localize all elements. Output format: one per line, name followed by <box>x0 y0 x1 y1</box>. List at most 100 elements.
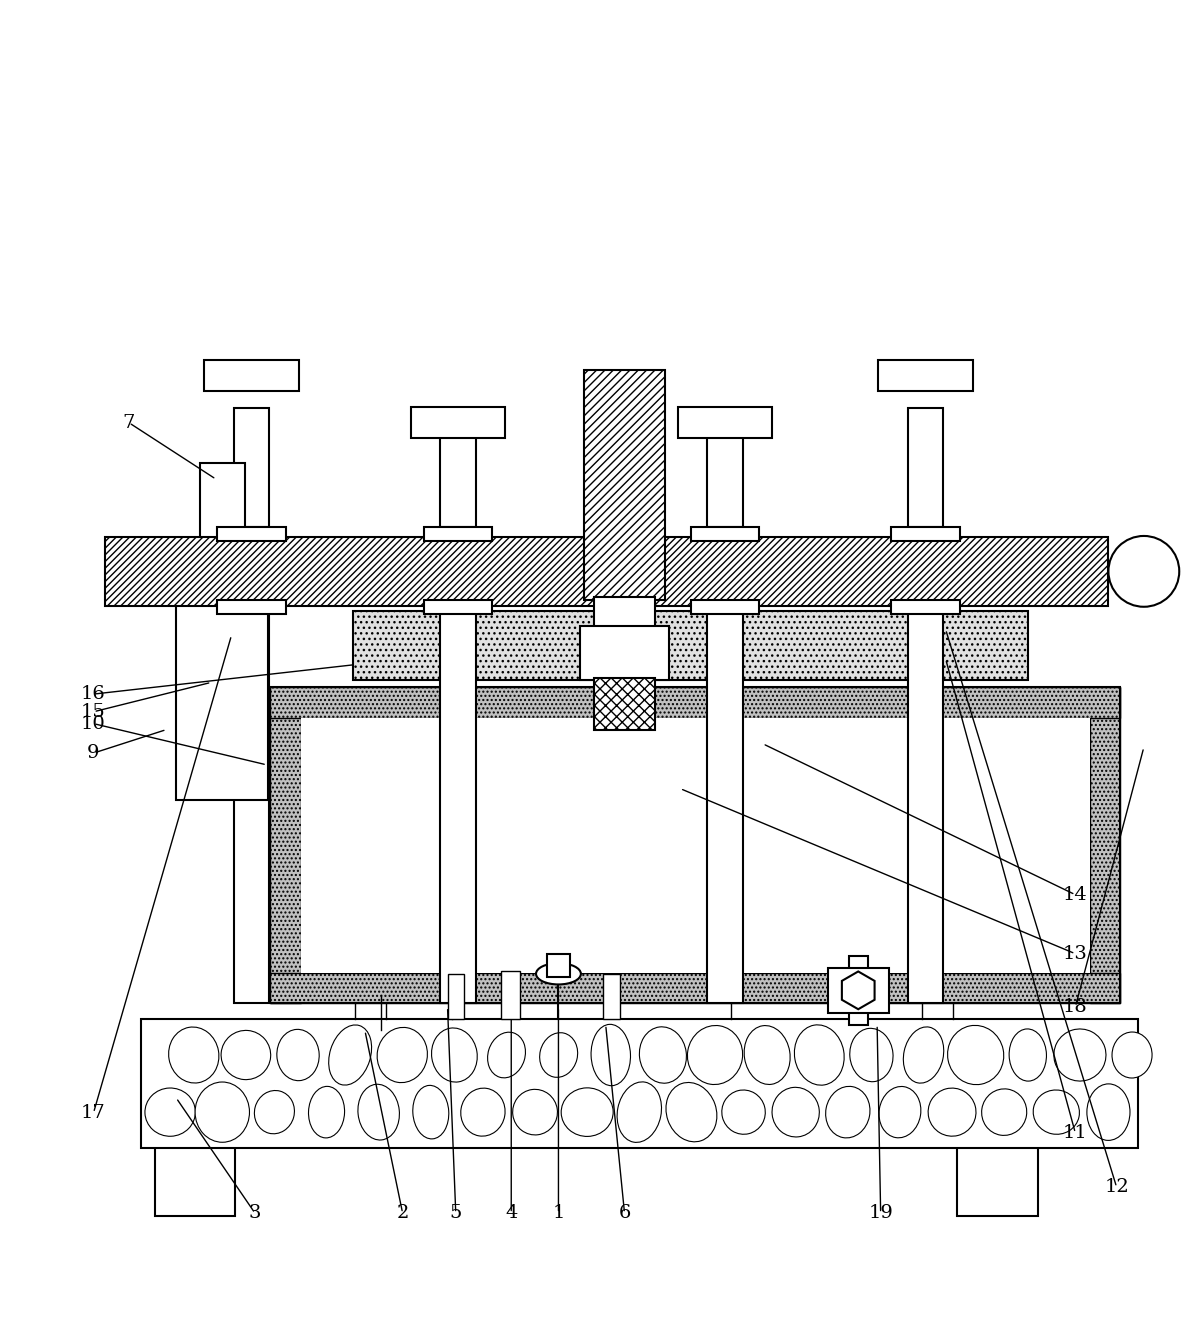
Ellipse shape <box>512 1089 557 1134</box>
Text: 9: 9 <box>88 744 99 762</box>
Ellipse shape <box>666 1082 717 1141</box>
Ellipse shape <box>948 1026 1003 1085</box>
Bar <box>907 605 943 1003</box>
Bar <box>155 1148 235 1216</box>
Text: 7: 7 <box>123 413 135 432</box>
Bar <box>594 597 655 628</box>
Ellipse shape <box>221 1030 271 1080</box>
Ellipse shape <box>254 1090 295 1133</box>
Ellipse shape <box>329 1025 371 1085</box>
Bar <box>584 370 665 599</box>
Bar <box>891 527 959 540</box>
Text: 8: 8 <box>123 555 135 574</box>
Text: 15: 15 <box>82 703 105 721</box>
Bar <box>848 956 867 1025</box>
Text: 4: 4 <box>505 1204 517 1223</box>
Ellipse shape <box>722 1090 765 1134</box>
Bar <box>878 361 972 390</box>
Bar <box>353 611 1028 680</box>
Bar <box>205 361 299 390</box>
Text: 5: 5 <box>450 1204 463 1223</box>
Ellipse shape <box>169 1027 219 1084</box>
Text: 16: 16 <box>82 685 105 703</box>
Ellipse shape <box>772 1088 820 1137</box>
Bar <box>411 408 505 439</box>
Bar <box>707 409 743 527</box>
Bar <box>200 463 245 605</box>
Bar <box>707 605 743 1003</box>
Bar <box>440 409 476 527</box>
Ellipse shape <box>826 1086 870 1139</box>
Bar <box>105 538 1108 606</box>
Bar <box>176 599 269 801</box>
Ellipse shape <box>592 1025 631 1086</box>
Bar <box>424 599 492 614</box>
Bar <box>271 687 302 1003</box>
Ellipse shape <box>1112 1033 1152 1078</box>
Ellipse shape <box>618 1082 661 1143</box>
Ellipse shape <box>539 1033 577 1077</box>
Bar <box>447 974 464 1019</box>
Ellipse shape <box>982 1089 1027 1136</box>
Bar <box>271 687 1120 717</box>
Bar <box>218 527 286 540</box>
Bar <box>440 605 476 1003</box>
Ellipse shape <box>487 1033 525 1078</box>
Ellipse shape <box>744 1026 790 1085</box>
Ellipse shape <box>1009 1029 1047 1081</box>
Bar <box>691 599 759 614</box>
Bar <box>580 626 670 680</box>
Ellipse shape <box>277 1030 319 1081</box>
Text: 19: 19 <box>868 1204 893 1223</box>
Bar <box>234 409 270 527</box>
Ellipse shape <box>687 1026 743 1085</box>
Bar <box>1090 687 1120 1003</box>
Bar <box>547 953 570 978</box>
Bar <box>169 577 276 602</box>
Bar <box>271 972 1120 1003</box>
Ellipse shape <box>309 1086 344 1139</box>
Bar <box>234 605 270 1003</box>
Ellipse shape <box>195 1082 250 1143</box>
Ellipse shape <box>1033 1090 1079 1134</box>
Bar <box>828 968 888 1012</box>
Ellipse shape <box>358 1085 400 1140</box>
Bar <box>424 527 492 540</box>
Text: 1: 1 <box>552 1204 564 1223</box>
Bar <box>302 717 1090 972</box>
Bar <box>141 1019 1138 1148</box>
Ellipse shape <box>146 1088 195 1136</box>
Ellipse shape <box>377 1027 427 1082</box>
Circle shape <box>1108 536 1179 606</box>
Text: 3: 3 <box>248 1204 261 1223</box>
Ellipse shape <box>849 1029 893 1082</box>
Bar <box>271 687 1120 1003</box>
Text: 14: 14 <box>1064 886 1087 904</box>
Text: 13: 13 <box>1064 945 1088 963</box>
Bar <box>891 599 959 614</box>
Ellipse shape <box>639 1027 686 1084</box>
Text: 12: 12 <box>1104 1179 1129 1196</box>
Text: 18: 18 <box>1064 998 1087 1016</box>
Ellipse shape <box>413 1085 448 1139</box>
Ellipse shape <box>929 1088 976 1136</box>
Ellipse shape <box>1054 1029 1106 1081</box>
Bar <box>957 1148 1037 1216</box>
Ellipse shape <box>432 1029 477 1082</box>
Ellipse shape <box>536 963 581 984</box>
Text: 10: 10 <box>82 715 105 732</box>
Text: 6: 6 <box>619 1204 631 1223</box>
Bar <box>691 527 759 540</box>
Bar <box>594 677 655 730</box>
Bar <box>218 599 286 614</box>
Bar <box>603 974 620 1019</box>
Ellipse shape <box>879 1086 920 1137</box>
Ellipse shape <box>561 1088 613 1136</box>
Bar <box>907 409 943 527</box>
Ellipse shape <box>904 1027 944 1084</box>
Text: 17: 17 <box>82 1104 105 1122</box>
Bar <box>500 971 519 1019</box>
Ellipse shape <box>460 1088 505 1136</box>
Text: 11: 11 <box>1064 1124 1087 1143</box>
Text: 2: 2 <box>396 1204 409 1223</box>
